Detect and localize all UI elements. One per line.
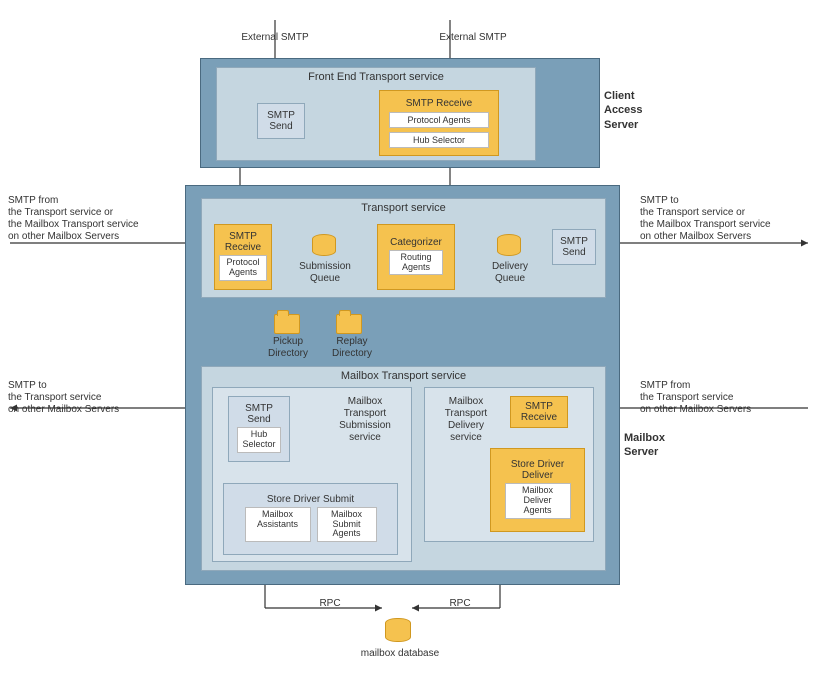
transport-smtp-send: SMTP Send (552, 229, 596, 265)
pickup-dir-label: Pickup Directory (258, 336, 318, 360)
cas-smtp-send: SMTP Send (257, 103, 305, 139)
store-driver-deliver-label: Store Driver Deliver (511, 459, 564, 481)
rpc-label-2: RPC (440, 598, 480, 610)
categorizer: Categorizer Routing Agents (377, 224, 455, 290)
label-external-smtp-right: External SMTP (428, 32, 518, 44)
mailbox-submit-agents: Mailbox Submit Agents (317, 507, 377, 543)
label-smtp-from-right: SMTP from the Transport service on other… (640, 380, 810, 416)
delivery-queue-icon (497, 234, 521, 256)
mtransport-delivery: Mailbox Transport Delivery service SMTP … (424, 387, 594, 542)
mtransport-delivery-title: Mailbox Transport Delivery service (431, 396, 501, 444)
mtransport-title: Mailbox Transport service (202, 367, 605, 385)
replay-dir-label: Replay Directory (322, 336, 382, 360)
transport-service: Transport service SMTP Receive Protocol … (201, 198, 606, 298)
rpc-label-1: RPC (310, 598, 350, 610)
replay-folder-icon (336, 314, 362, 334)
mailbox-db-label: mailbox database (345, 648, 455, 660)
transport-protocol-agents: Protocol Agents (219, 255, 267, 281)
categorizer-label: Categorizer (390, 237, 442, 248)
front-end-transport-service: Front End Transport service SMTP Send SM… (216, 67, 536, 161)
front-end-title: Front End Transport service (217, 68, 535, 86)
label-smtp-from-left: SMTP from the Transport service or the M… (8, 195, 178, 243)
label-smtp-to-right: SMTP to the Transport service or the Mai… (640, 195, 810, 243)
pickup-folder-icon (274, 314, 300, 334)
store-driver-submit-label: Store Driver Submit (267, 494, 354, 505)
cas-smtp-receive-label: SMTP Receive (406, 97, 473, 110)
mailbox-assistants: Mailbox Assistants (245, 507, 311, 543)
mtransport-smtp-send: SMTP Send Hub Selector (228, 396, 290, 462)
transport-smtp-receive: SMTP Receive Protocol Agents (214, 224, 272, 290)
routing-agents: Routing Agents (389, 250, 443, 276)
label-smtp-to-left: SMTP to the Transport service on other M… (8, 380, 173, 416)
transport-title: Transport service (202, 199, 605, 217)
mtransport-smtp-receive: SMTP Receive (510, 396, 568, 428)
mtransport-hub-selector: Hub Selector (237, 427, 281, 453)
mailbox-server-label: Mailbox Server (624, 431, 679, 460)
store-driver-deliver: Store Driver Deliver Mailbox Deliver Age… (490, 448, 585, 532)
cas-protocol-agents: Protocol Agents (389, 112, 489, 128)
mtransport-submission: Mailbox Transport Submission service SMT… (212, 387, 412, 562)
cas-container: Client Access Server Front End Transport… (200, 58, 600, 168)
mailbox-server-container: Mailbox Server Transport service SMTP Re… (185, 185, 620, 585)
delivery-queue-label: Delivery Queue (480, 261, 540, 285)
mtransport-submission-title: Mailbox Transport Submission service (325, 396, 405, 444)
mailbox-transport-service: Mailbox Transport service Mailbox Transp… (201, 366, 606, 571)
transport-smtp-receive-label: SMTP Receive (225, 231, 261, 253)
mtransport-smtp-send-label: SMTP Send (245, 403, 273, 425)
mailbox-db-icon (385, 618, 411, 642)
store-driver-submit: Store Driver Submit Mailbox Assistants M… (223, 483, 398, 555)
submission-queue-icon (312, 234, 336, 256)
cas-hub-selector: Hub Selector (389, 132, 489, 148)
label-external-smtp-left: External SMTP (230, 32, 320, 44)
mailbox-deliver-agents: Mailbox Deliver Agents (505, 483, 571, 519)
cas-server-label: Client Access Server (604, 89, 654, 132)
submission-queue-label: Submission Queue (294, 261, 356, 285)
cas-smtp-receive: SMTP Receive Protocol Agents Hub Selecto… (379, 90, 499, 156)
